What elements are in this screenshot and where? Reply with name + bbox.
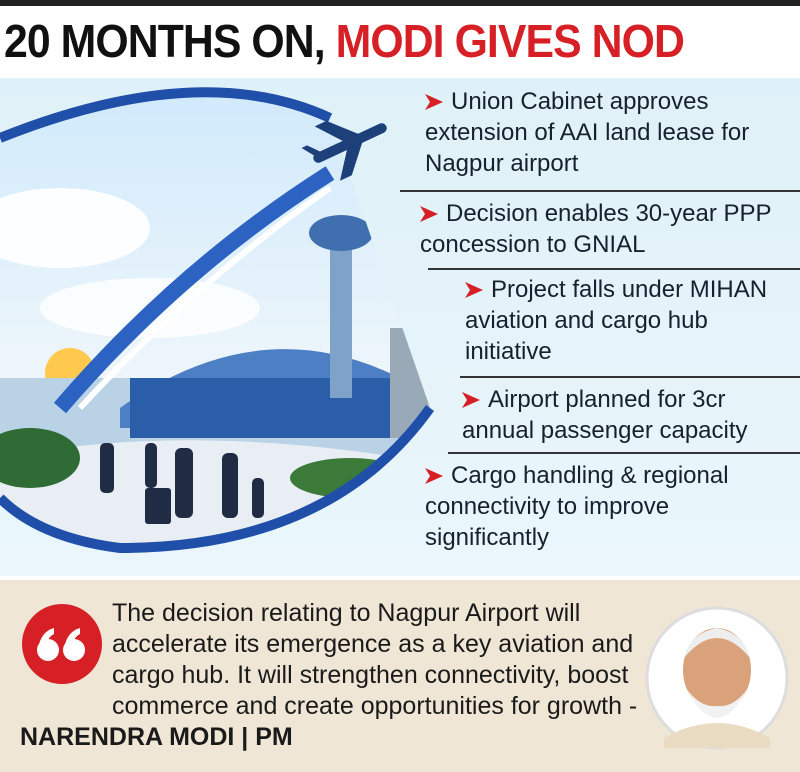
portrait — [645, 606, 789, 750]
attribution: NARENDRA MODI | PM — [20, 723, 293, 751]
bullet-text: Union Cabinet approves extension of AAI … — [425, 88, 750, 177]
divider — [400, 190, 800, 192]
quote: The decision relating to Nagpur Airport … — [20, 598, 790, 758]
arrow-icon — [425, 94, 443, 110]
headline-highlight: MODI GIVES NOD — [335, 15, 685, 67]
bullet-text: Decision enables 30-year PPP concession … — [420, 200, 772, 258]
bullet: Airport planned for 3cr annual passenger… — [462, 384, 792, 446]
bullet-text: Airport planned for 3cr annual passenger… — [462, 386, 748, 444]
quote-icon — [22, 604, 102, 684]
divider — [448, 452, 800, 454]
arrow-icon — [462, 392, 480, 408]
headline: 20 MONTHS ON, MODI GIVES NOD — [4, 14, 685, 68]
bullet: Decision enables 30-year PPP concession … — [420, 198, 780, 260]
illustration-panel: Union Cabinet approves extension of AAI … — [0, 78, 800, 576]
bullet-text: Project falls under MIHAN aviation and c… — [465, 276, 768, 365]
header: 20 MONTHS ON, MODI GIVES NOD — [0, 8, 800, 76]
divider — [460, 376, 800, 378]
bullet: Union Cabinet approves extension of AAI … — [425, 86, 785, 179]
arrow-icon — [425, 468, 443, 484]
bullet: Cargo handling & regional connectivity t… — [425, 460, 735, 553]
airport-illustration — [0, 87, 435, 554]
quote-text: The decision relating to Nagpur Airport … — [112, 599, 638, 720]
arrow-icon — [420, 206, 438, 222]
bullet-text: Cargo handling & regional connectivity t… — [425, 462, 729, 551]
top-rule — [0, 0, 800, 6]
divider — [428, 268, 800, 270]
arrow-icon — [465, 282, 483, 298]
headline-lead: 20 MONTHS ON, — [4, 15, 326, 67]
bullet: Project falls under MIHAN aviation and c… — [465, 274, 785, 367]
quote-panel: The decision relating to Nagpur Airport … — [0, 580, 800, 772]
